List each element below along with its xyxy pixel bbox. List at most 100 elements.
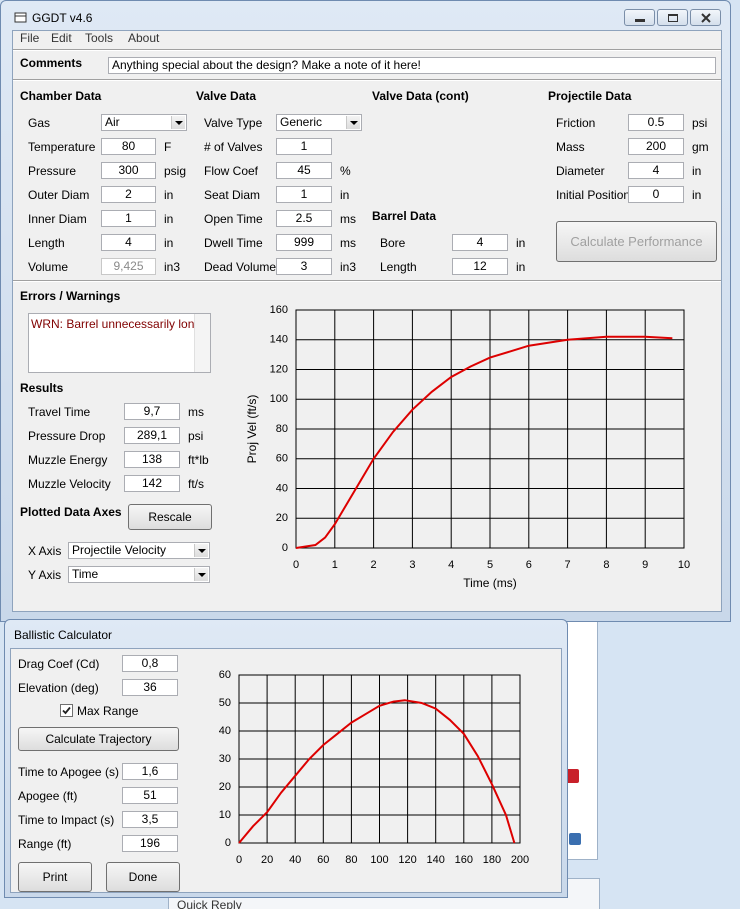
text-input[interactable]: 4	[452, 234, 508, 251]
x-tick-label: 9	[642, 559, 648, 571]
text-input[interactable]: 138	[124, 451, 180, 468]
x-tick-label: 180	[483, 854, 501, 866]
field-label: Travel Time	[28, 405, 91, 419]
group-title: Barrel Data	[372, 209, 437, 223]
text-input[interactable]: 3,5	[122, 811, 178, 828]
x-axis-label: Time (ms)	[463, 576, 517, 590]
text-input[interactable]: 200	[628, 138, 684, 155]
plot-border	[295, 309, 685, 549]
x-tick-label: 0	[293, 559, 299, 571]
rescale-button[interactable]: Rescale	[128, 504, 212, 530]
field-label: Length	[28, 236, 65, 250]
menu-item[interactable]: Tools	[85, 31, 114, 45]
text-input[interactable]: 1	[276, 138, 332, 155]
field-label: Drag Coef (Cd)	[18, 657, 100, 671]
text-input[interactable]: 4	[101, 234, 156, 251]
text-input[interactable]: 0.5	[628, 114, 684, 131]
dropdown[interactable]: Air	[101, 114, 187, 131]
y-tick-label: 140	[270, 334, 288, 346]
x-tick-label: 120	[398, 854, 416, 866]
separator	[13, 49, 721, 51]
field-label: Diameter	[556, 164, 605, 178]
menu-item[interactable]: About	[128, 31, 160, 45]
field-unit: gm	[692, 140, 709, 154]
field-unit: psig	[164, 164, 187, 178]
done-button[interactable]: Done	[106, 862, 180, 892]
field-label: Y Axis	[28, 568, 62, 582]
dropdown[interactable]: Time	[68, 566, 210, 583]
text-input[interactable]: 2	[101, 186, 156, 203]
y-tick-label: 30	[219, 753, 231, 765]
field-label: Flow Coef	[204, 164, 259, 178]
text-input[interactable]: 9,425	[101, 258, 156, 275]
y-tick-label: 80	[276, 423, 288, 435]
dropdown[interactable]: Projectile Velocity	[68, 542, 210, 559]
comments-input[interactable]: Anything special about the design? Make …	[108, 57, 716, 74]
field-unit: psi	[692, 116, 708, 130]
y-tick-label: 20	[219, 781, 231, 793]
dropdown-arrow[interactable]	[171, 116, 185, 129]
text-input[interactable]: 142	[124, 475, 180, 492]
text-input[interactable]: 45	[276, 162, 332, 179]
field-label: Pressure	[28, 164, 77, 178]
text-input[interactable]: 0	[628, 186, 684, 203]
text-input[interactable]: 999	[276, 234, 332, 251]
close-button[interactable]	[690, 9, 721, 26]
background-icon	[565, 769, 579, 783]
calculate-trajectory-button[interactable]: Calculate Trajectory	[18, 727, 179, 751]
text-input[interactable]: 12	[452, 258, 508, 275]
scrollbar[interactable]	[194, 314, 210, 372]
print-button[interactable]: Print	[18, 862, 92, 892]
x-tick-label: 40	[289, 854, 301, 866]
x-tick-label: 200	[511, 854, 529, 866]
field-label: Mass	[556, 140, 585, 154]
x-tick-label: 6	[526, 559, 532, 571]
window-title: GGDT v4.6	[32, 11, 93, 25]
group-title: Valve Data (cont)	[372, 89, 469, 103]
field-label: Muzzle Energy	[28, 453, 108, 467]
text-input[interactable]: 289,1	[124, 427, 180, 444]
text-input[interactable]: 9,7	[124, 403, 180, 420]
minimize-button[interactable]	[624, 9, 655, 26]
field-unit: ms	[188, 405, 204, 419]
text-input[interactable]: 2.5	[276, 210, 332, 227]
maximize-button[interactable]	[657, 9, 688, 26]
text-input[interactable]: 4	[628, 162, 684, 179]
text-input[interactable]: 80	[101, 138, 156, 155]
text-input[interactable]: 196	[122, 835, 178, 852]
field-unit: ms	[340, 212, 356, 226]
dropdown[interactable]: Generic	[276, 114, 362, 131]
errors-text: WRN: Barrel unnecessarily long	[31, 317, 202, 331]
x-tick-label: 10	[678, 559, 690, 571]
menu-item[interactable]: File	[20, 31, 40, 45]
text-input[interactable]: 1	[101, 210, 156, 227]
text-input[interactable]: 1	[276, 186, 332, 203]
text-input[interactable]: 300	[101, 162, 156, 179]
field-unit: psi	[188, 429, 204, 443]
y-axis-label: Proj Vel (ft/s)	[245, 395, 259, 464]
checkbox[interactable]	[60, 704, 73, 717]
field-label: Seat Diam	[204, 188, 261, 202]
group-title: Projectile Data	[548, 89, 632, 103]
dropdown-arrow[interactable]	[194, 568, 208, 581]
field-unit: in3	[164, 260, 181, 274]
text-input[interactable]: 51	[122, 787, 178, 804]
calculate-performance-button[interactable]: Calculate Performance	[556, 221, 717, 262]
field-unit: in3	[340, 260, 357, 274]
y-tick-label: 0	[282, 542, 288, 554]
text-input[interactable]: 1,6	[122, 763, 178, 780]
background-icon	[569, 833, 581, 845]
menu-item[interactable]: Edit	[51, 31, 72, 45]
y-tick-label: 40	[219, 725, 231, 737]
field-unit: in	[164, 188, 174, 202]
y-tick-label: 50	[219, 697, 231, 709]
dropdown-arrow[interactable]	[194, 544, 208, 557]
chart: 0 20 40 60 80 100 120 140 160 180 200 0 10 20 30 40 50 60	[219, 669, 529, 866]
text-input[interactable]: 0,8	[122, 655, 178, 672]
client-area	[10, 648, 562, 893]
text-input[interactable]: 3	[276, 258, 332, 275]
dropdown-arrow[interactable]	[346, 116, 360, 129]
text-input[interactable]: 36	[122, 679, 178, 696]
